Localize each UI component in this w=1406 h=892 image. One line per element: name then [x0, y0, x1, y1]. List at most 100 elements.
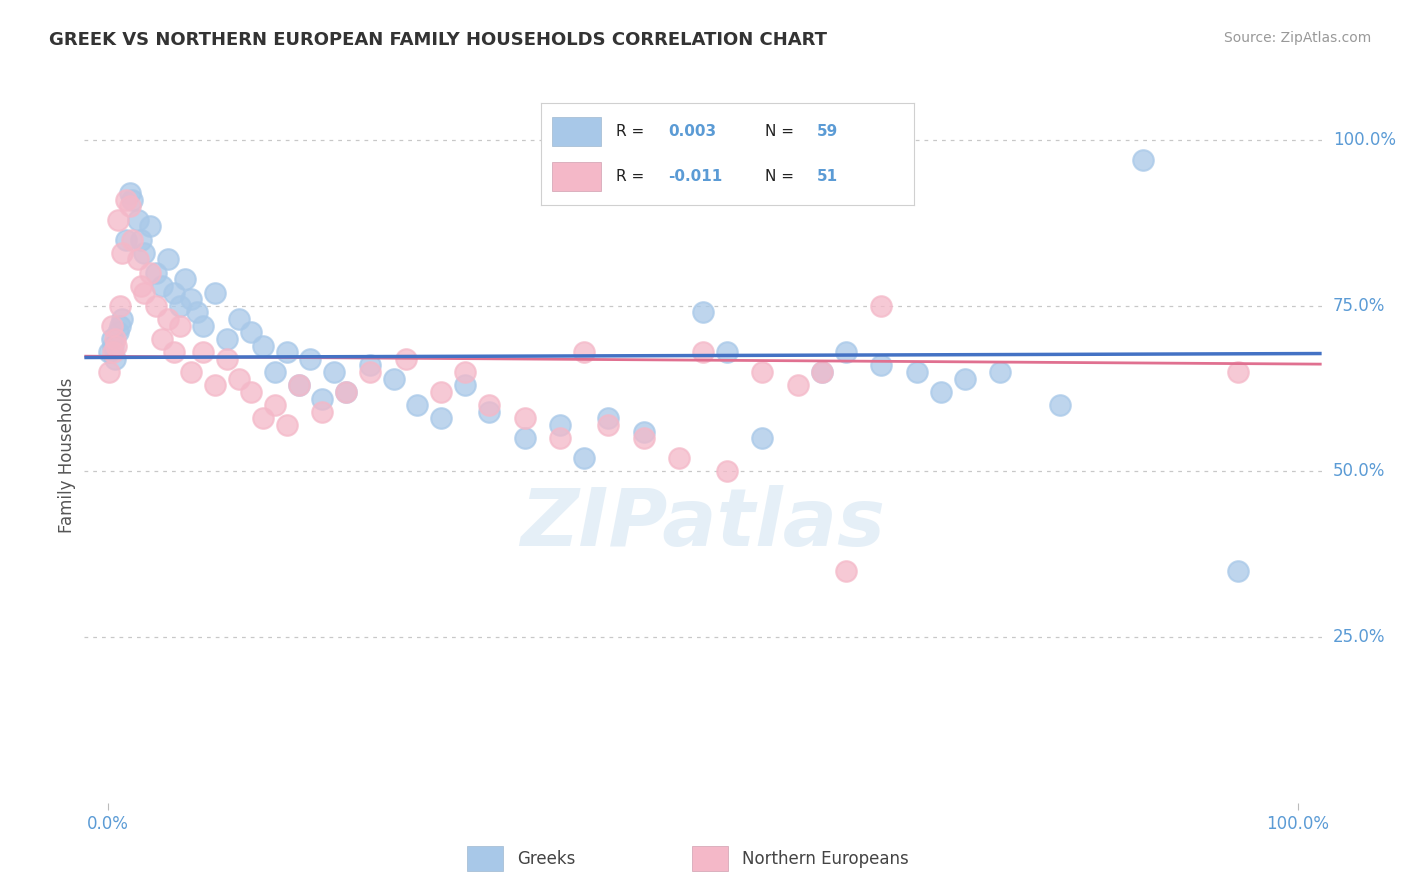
Point [217, 332, 239, 346]
Point [572, 451, 595, 466]
Text: ZIPatlas: ZIPatlas [520, 485, 886, 564]
Text: GREEK VS NORTHERN EUROPEAN FAMILY HOUSEHOLDS CORRELATION CHART: GREEK VS NORTHERN EUROPEAN FAMILY HOUSEH… [49, 31, 827, 49]
Point [252, 411, 274, 425]
Point [953, 372, 976, 386]
Point [127, 252, 149, 267]
Point [98, 345, 121, 359]
Point [121, 233, 143, 247]
Text: Northern Europeans: Northern Europeans [742, 849, 910, 868]
Point [990, 365, 1012, 379]
Point [1132, 153, 1154, 167]
Point [121, 193, 143, 207]
Point [98, 365, 121, 379]
Point [193, 345, 215, 359]
Text: Greeks: Greeks [517, 849, 576, 868]
Point [180, 365, 202, 379]
Point [276, 418, 298, 433]
Point [835, 564, 858, 578]
Point [228, 312, 250, 326]
Point [118, 199, 141, 213]
Point [430, 411, 453, 425]
Point [101, 345, 124, 359]
Point [186, 305, 208, 319]
Point [716, 345, 738, 359]
Point [162, 345, 184, 359]
Point [430, 384, 453, 399]
Point [150, 279, 173, 293]
Text: R =: R = [616, 124, 650, 139]
Point [548, 418, 571, 433]
Text: 59: 59 [817, 124, 838, 139]
Point [204, 285, 226, 300]
Point [382, 372, 405, 386]
Point [596, 418, 619, 433]
Text: N =: N = [765, 169, 799, 184]
Point [311, 392, 333, 406]
Text: 25.0%: 25.0% [1333, 628, 1385, 646]
Point [104, 332, 127, 346]
Point [394, 351, 416, 366]
Point [145, 299, 167, 313]
Point [169, 299, 191, 313]
Point [217, 351, 239, 366]
Point [127, 212, 149, 227]
Point [751, 431, 773, 445]
Point [104, 351, 127, 366]
Point [105, 338, 128, 352]
Point [180, 292, 202, 306]
Point [668, 451, 690, 466]
Point [811, 365, 834, 379]
Point [131, 233, 153, 247]
Text: 51: 51 [817, 169, 838, 184]
Text: 0.003: 0.003 [668, 124, 716, 139]
Point [276, 345, 298, 359]
Point [572, 345, 595, 359]
Point [111, 312, 134, 326]
Point [193, 318, 215, 333]
Point [454, 378, 477, 392]
Point [478, 398, 501, 412]
Point [108, 299, 131, 313]
Point [150, 332, 173, 346]
Point [115, 233, 138, 247]
Text: -0.011: -0.011 [668, 169, 723, 184]
Point [692, 345, 714, 359]
Text: Source: ZipAtlas.com: Source: ZipAtlas.com [1223, 31, 1371, 45]
Point [263, 365, 285, 379]
Point [359, 365, 381, 379]
Point [870, 299, 893, 313]
Point [716, 465, 738, 479]
Point [239, 326, 262, 340]
Point [204, 378, 226, 392]
Point [139, 266, 162, 280]
Point [633, 425, 655, 439]
Point [174, 272, 197, 286]
Point [548, 431, 571, 445]
Point [335, 384, 357, 399]
Y-axis label: Family Households: Family Households [58, 377, 76, 533]
Point [100, 332, 122, 346]
Point [100, 318, 122, 333]
Point [145, 266, 167, 280]
Text: N =: N = [765, 124, 799, 139]
Point [107, 326, 129, 340]
Point [478, 405, 501, 419]
Point [108, 318, 131, 333]
Point [139, 219, 162, 234]
Point [406, 398, 429, 412]
Point [870, 359, 893, 373]
Point [132, 245, 155, 260]
Point [787, 378, 810, 392]
Point [1049, 398, 1071, 412]
Point [287, 378, 309, 392]
Point [101, 338, 124, 352]
Point [1227, 564, 1250, 578]
Point [633, 431, 655, 445]
Bar [467, 847, 503, 871]
Point [513, 431, 536, 445]
Point [252, 338, 274, 352]
Point [692, 305, 714, 319]
Point [299, 351, 322, 366]
Text: 100.0%: 100.0% [1333, 131, 1396, 149]
Point [169, 318, 191, 333]
